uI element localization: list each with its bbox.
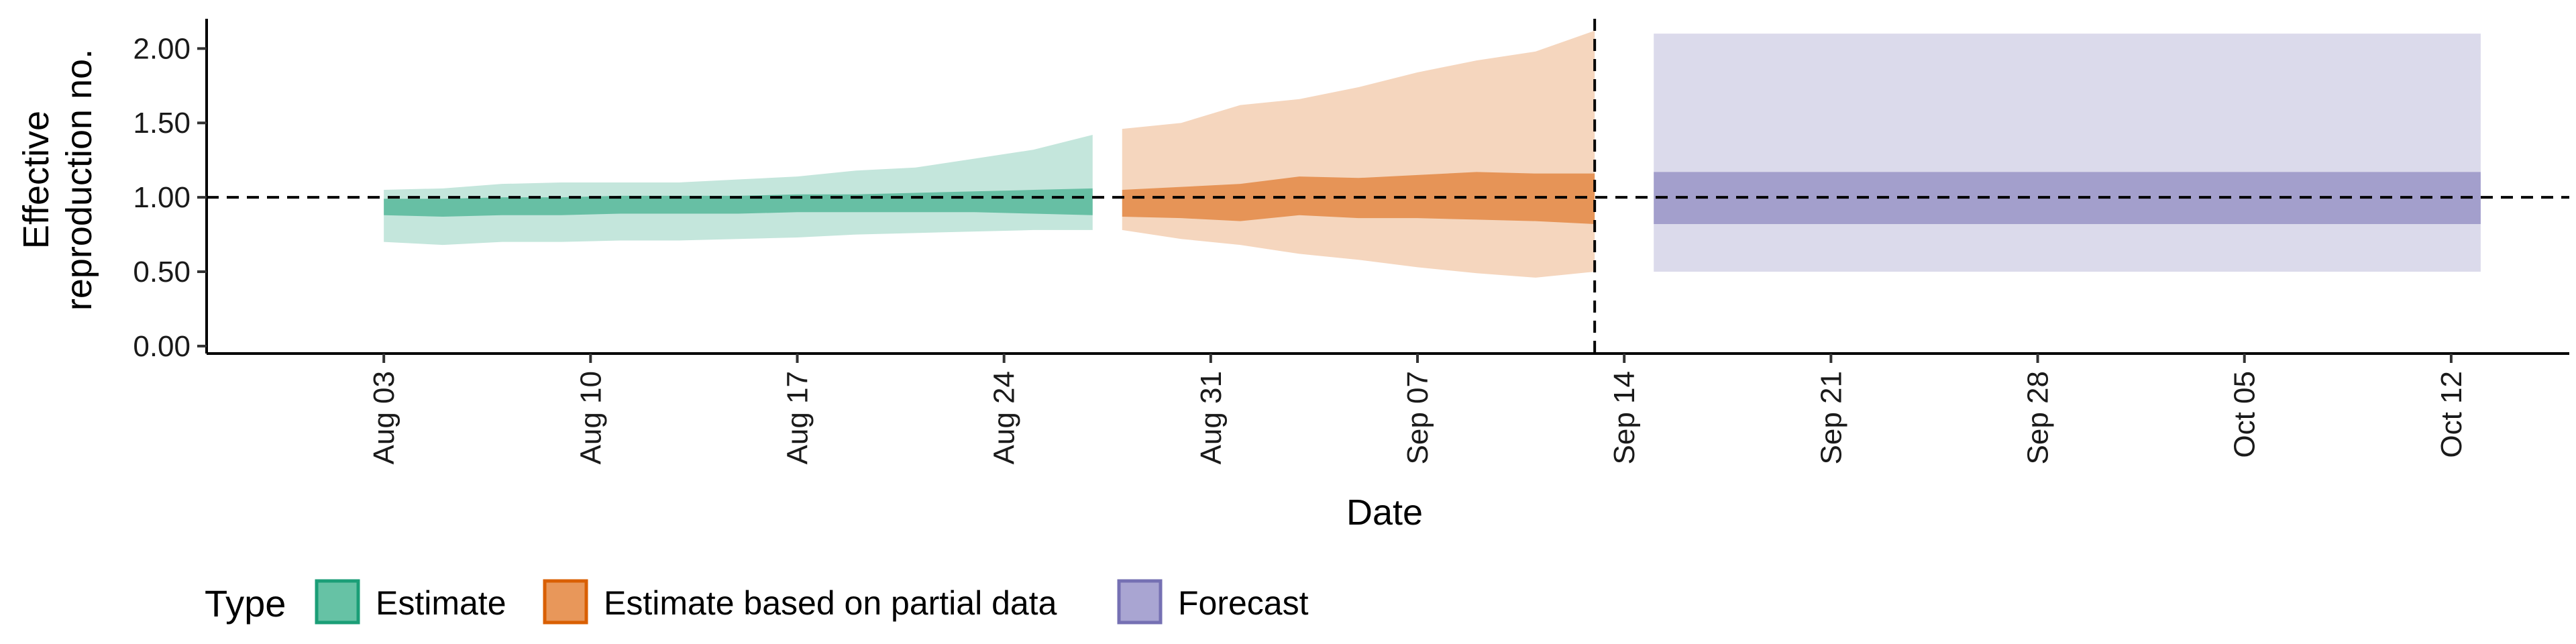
legend-key-estimate — [315, 579, 360, 625]
x-tick-label: Sep 14 — [1608, 371, 1641, 464]
legend-label-forecast: Forecast — [1178, 584, 1309, 622]
y-tick-label: 1.00 — [133, 181, 191, 214]
x-tick-label: Sep 21 — [1815, 371, 1847, 464]
legend-label-estimate: Estimate — [376, 584, 506, 622]
x-tick-label: Aug 31 — [1195, 371, 1228, 464]
y-axis: 0.00 0.50 1.00 1.50 2.00 — [133, 19, 208, 363]
y-tick-label: 2.00 — [133, 32, 191, 65]
x-tick-label: Aug 03 — [368, 371, 400, 464]
bands-layer — [384, 30, 2481, 278]
x-tick-label: Aug 10 — [574, 371, 607, 464]
y-tick-label: 0.50 — [133, 256, 191, 288]
y-axis-title-line-1: Effective — [16, 111, 56, 249]
y-tick-label: 1.50 — [133, 107, 191, 140]
estimate-band-90 — [384, 134, 1093, 246]
estimate-band-50 — [384, 188, 1093, 217]
x-tick-label: Aug 17 — [782, 371, 814, 464]
y-axis-title-line-2: reproduction no. — [59, 49, 99, 311]
legend-label-estimate-based-on-partial-data: Estimate based on partial data — [604, 584, 1057, 622]
x-tick-label: Oct 05 — [2229, 371, 2261, 458]
legend-key-estimate-based-on-partial-data — [543, 579, 588, 625]
x-tick-label: Oct 12 — [2435, 371, 2468, 458]
legend: Type Estimate Estimate based on partial d… — [205, 579, 1309, 625]
reference-lines — [207, 19, 2569, 354]
y-tick-label: 0.00 — [133, 330, 191, 363]
forecast-band-90 — [1654, 34, 2481, 272]
x-axis-title: Date — [1346, 492, 1423, 533]
x-tick-label: Sep 07 — [1401, 371, 1434, 464]
x-tick-label: Aug 24 — [988, 371, 1021, 464]
y-axis-title: Effective reproduction no. — [16, 49, 99, 311]
x-axis: Aug 03 Aug 10 Aug 17 Aug 24 Aug 31 Sep 07 Sep … — [207, 352, 2569, 464]
legend-title: Type — [205, 582, 286, 625]
estimate-based-on-partial-data-band-90 — [1122, 30, 1595, 278]
x-tick-label: Sep 28 — [2022, 371, 2055, 464]
legend-key-forecast — [1117, 579, 1163, 625]
